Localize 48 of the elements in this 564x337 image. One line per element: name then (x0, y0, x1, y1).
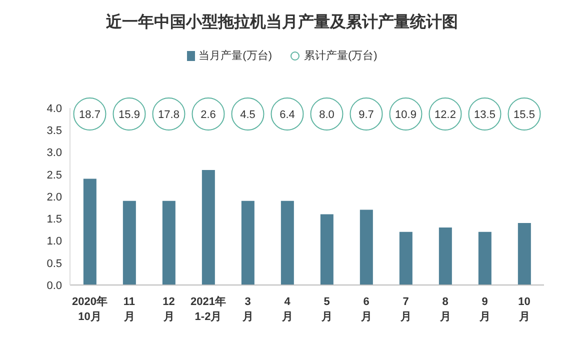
data-label: 9.7 (358, 109, 374, 121)
bar (280, 200, 294, 285)
data-label: 15.5 (514, 109, 535, 121)
bar (241, 200, 254, 285)
data-label: 6.4 (280, 109, 295, 121)
x-tick-label: 2021年 1-2月 (190, 295, 226, 323)
y-tick-label: 3.0 (46, 147, 62, 160)
y-tick-label: 0.5 (46, 258, 62, 270)
data-label: 13.5 (474, 109, 496, 121)
bar (202, 170, 215, 285)
bar (122, 200, 136, 285)
bar (320, 214, 334, 285)
bar (83, 178, 96, 285)
legend-label: 累计产量(万台) (303, 48, 378, 63)
data-label: 10.9 (395, 109, 416, 121)
bar (478, 232, 492, 285)
data-label: 15.9 (118, 109, 140, 121)
legend-label: 当月产量(万台) (198, 48, 272, 63)
data-label: 8.0 (319, 109, 334, 121)
y-tick-label: 2.5 (46, 169, 62, 182)
y-tick-label: 3.5 (46, 125, 62, 138)
bar (162, 200, 176, 285)
x-tick-label: 3 月 (241, 296, 254, 323)
x-tick-label: 2020年 10月 (72, 295, 108, 323)
bar (360, 210, 373, 285)
x-tick-label: 7 月 (399, 296, 412, 323)
x-tick-label: 11 月 (122, 296, 136, 323)
x-tick-label: 6 月 (360, 296, 372, 323)
y-tick-label: 0.0 (46, 280, 62, 292)
x-tick-label: 5 月 (320, 296, 332, 323)
x-tick-label: 8 月 (438, 296, 451, 323)
chart-title: 近一年中国小型拖拉机当月产量及累计产量统计图 (105, 12, 459, 33)
data-label: 12.2 (434, 109, 456, 121)
bar (399, 232, 412, 285)
bar (518, 223, 531, 285)
x-tick-label: 10 月 (518, 296, 530, 323)
x-tick-label: 4 月 (280, 296, 293, 323)
data-label: 17.8 (158, 109, 180, 121)
data-label: 4.5 (240, 109, 256, 121)
data-label: 18.7 (79, 109, 100, 121)
bar (438, 227, 452, 285)
y-tick-label: 1.0 (46, 236, 62, 248)
x-tick-label: 9 月 (478, 296, 490, 323)
y-tick-label: 2.0 (46, 191, 62, 204)
data-label: 2.6 (200, 109, 216, 121)
y-tick-label: 1.5 (46, 214, 62, 226)
x-tick-label: 12 月 (162, 296, 175, 323)
y-tick-label: 4.0 (46, 102, 62, 115)
